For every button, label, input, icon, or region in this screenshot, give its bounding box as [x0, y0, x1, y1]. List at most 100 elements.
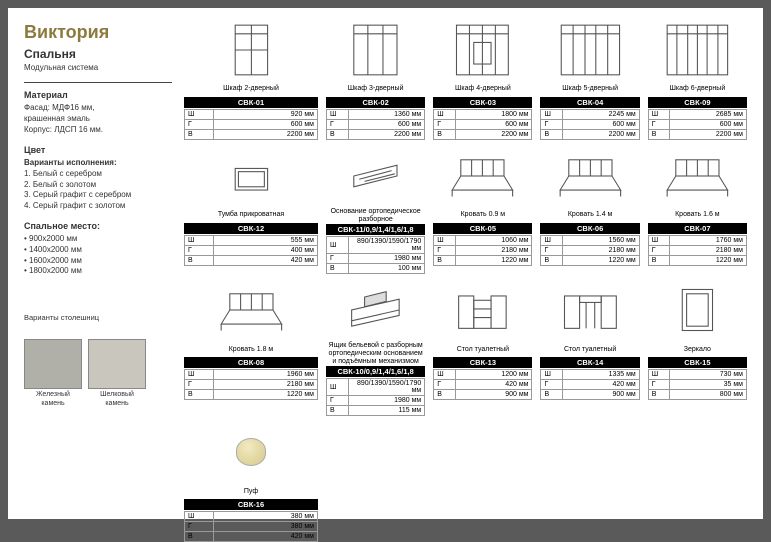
- product-code: СВК-15: [648, 357, 747, 368]
- product-label: Шкаф 3-дверный: [348, 82, 404, 96]
- product-code: СВК-16: [184, 499, 318, 510]
- spec-key: Ш: [185, 236, 214, 246]
- spec-value: 1360 мм: [348, 110, 425, 120]
- product-label: Кровать 1.8 м: [229, 342, 274, 356]
- spec-key: Г: [541, 380, 563, 390]
- spec-value: 2200 мм: [455, 130, 532, 140]
- spec-key: В: [541, 256, 563, 266]
- mirror-icon: [648, 280, 747, 340]
- spec-key: Г: [326, 120, 348, 130]
- color-option: 4. Серый графит с золотом: [24, 201, 172, 212]
- spec-key: Г: [648, 120, 670, 130]
- spec-value: 1220 мм: [670, 256, 747, 266]
- spec-value: 2200 мм: [348, 130, 425, 140]
- color-body: Варианты исполнения: 1. Белый с серебром…: [24, 158, 172, 212]
- spec-key: Г: [648, 380, 670, 390]
- spec-value: 1220 мм: [455, 256, 532, 266]
- table2-icon: [540, 280, 639, 340]
- wardrobe6-icon: [648, 20, 747, 80]
- spec-value: 1335 мм: [563, 370, 640, 380]
- spec-value: 1200 мм: [455, 370, 532, 380]
- catalog-page: Виктория Спальня Модульная система Матер…: [8, 8, 763, 519]
- wardrobe3-icon: [326, 20, 425, 80]
- spec-table: Ш1800 ммГ600 ммВ2200 мм: [433, 109, 532, 140]
- spec-key: В: [185, 130, 214, 140]
- product-code: СВК-11/0,9/1,4/1,6/1,8: [326, 224, 425, 235]
- spec-key: Г: [434, 246, 456, 256]
- product-label: Шкаф 4-дверный: [455, 82, 511, 96]
- spec-value: 1220 мм: [563, 256, 640, 266]
- spec-value: 2180 мм: [455, 246, 532, 256]
- spec-table: Ш1335 ммГ420 ммВ900 мм: [540, 369, 639, 400]
- spec-value: 900 мм: [455, 390, 532, 400]
- spec-value: 420 мм: [563, 380, 640, 390]
- spec-table: Ш1060 ммГ2180 ммВ1220 мм: [433, 235, 532, 266]
- spec-key: В: [185, 256, 214, 266]
- spec-table: Ш1200 ммГ420 ммВ900 мм: [433, 369, 532, 400]
- spec-table: Ш1960 ммГ2180 ммВ1220 мм: [184, 369, 318, 400]
- spec-value: 890/1390/1590/1790 мм: [348, 237, 425, 254]
- spec-value: 800 мм: [670, 390, 747, 400]
- spec-value: 2200 мм: [214, 130, 318, 140]
- product-card: Кровать 0.9 мСВК-05Ш1060 ммГ2180 ммВ1220…: [433, 146, 532, 274]
- product-card: Основание ортопедическое разборноеСВК-11…: [326, 146, 425, 274]
- product-code: СВК-06: [540, 223, 639, 234]
- spec-key: В: [326, 264, 348, 274]
- spec-key: Ш: [434, 370, 456, 380]
- spec-key: Г: [185, 380, 214, 390]
- spec-table: Ш890/1390/1590/1790 ммГ1980 ммВ100 мм: [326, 236, 425, 274]
- spec-key: Ш: [185, 110, 214, 120]
- product-label: Кровать 0.9 м: [461, 208, 506, 222]
- bedsize-item: • 1600x2000 мм: [24, 256, 172, 267]
- product-code: СВК-10/0,9/1,4/1,6/1,8: [326, 366, 425, 377]
- spec-table: Ш1360 ммГ600 ммВ2200 мм: [326, 109, 425, 140]
- spec-table: Ш2685 ммГ600 ммВ2200 мм: [648, 109, 747, 140]
- bed-icon: [433, 146, 532, 206]
- bed-icon: [540, 146, 639, 206]
- collection-title: Виктория: [24, 20, 172, 44]
- spec-value: 380 мм: [214, 512, 318, 522]
- product-label: Кровать 1.6 м: [675, 208, 720, 222]
- product-code: СВК-05: [433, 223, 532, 234]
- swatch-image-silk: [88, 339, 146, 389]
- spec-table: Ш555 ммГ400 ммВ420 мм: [184, 235, 318, 266]
- spec-key: Ш: [185, 512, 214, 522]
- product-code: СВК-04: [540, 97, 639, 108]
- spec-table: Ш1560 ммГ2180 ммВ1220 мм: [540, 235, 639, 266]
- color-option: 3. Серый графит с серебром: [24, 190, 172, 201]
- spec-value: 1760 мм: [670, 236, 747, 246]
- spec-value: 600 мм: [670, 120, 747, 130]
- product-label: Тумба прикроватная: [218, 208, 284, 222]
- color-subtitle: Варианты исполнения:: [24, 158, 172, 169]
- product-grid: Шкаф 2-дверныйСВК-01Ш920 ммГ600 ммВ2200 …: [184, 20, 747, 507]
- spec-value: 555 мм: [214, 236, 318, 246]
- swatch-row: Железный камень Шелковый камень: [24, 339, 172, 408]
- spec-value: 1960 мм: [214, 370, 318, 380]
- spec-key: Ш: [326, 110, 348, 120]
- spec-table: Ш730 ммГ35 ммВ800 мм: [648, 369, 747, 400]
- spec-key: В: [648, 390, 670, 400]
- spec-key: Г: [541, 246, 563, 256]
- product-card: Кровать 1.4 мСВК-06Ш1560 ммГ2180 ммВ1220…: [540, 146, 639, 274]
- product-code: СВК-02: [326, 97, 425, 108]
- pouf-icon: [184, 422, 318, 482]
- bedsize-item: • 1400x2000 мм: [24, 245, 172, 256]
- spec-key: В: [648, 130, 670, 140]
- base-icon: [326, 146, 425, 206]
- spec-value: 100 мм: [348, 264, 425, 274]
- spec-value: 1800 мм: [455, 110, 532, 120]
- spec-value: 1980 мм: [348, 396, 425, 406]
- product-label: Зеркало: [684, 342, 711, 356]
- spec-value: 1560 мм: [563, 236, 640, 246]
- product-code: СВК-08: [184, 357, 318, 368]
- product-label: Стол туалетный: [457, 342, 509, 356]
- spec-key: В: [326, 130, 348, 140]
- spec-value: 400 мм: [214, 246, 318, 256]
- spec-key: В: [185, 390, 214, 400]
- spec-value: 420 мм: [455, 380, 532, 390]
- swatch: Железный камень: [24, 339, 82, 408]
- bedsize-item: • 1800x2000 мм: [24, 266, 172, 277]
- swatch-image-iron: [24, 339, 82, 389]
- spec-key: Ш: [326, 379, 348, 396]
- color-option: 2. Белый с золотом: [24, 180, 172, 191]
